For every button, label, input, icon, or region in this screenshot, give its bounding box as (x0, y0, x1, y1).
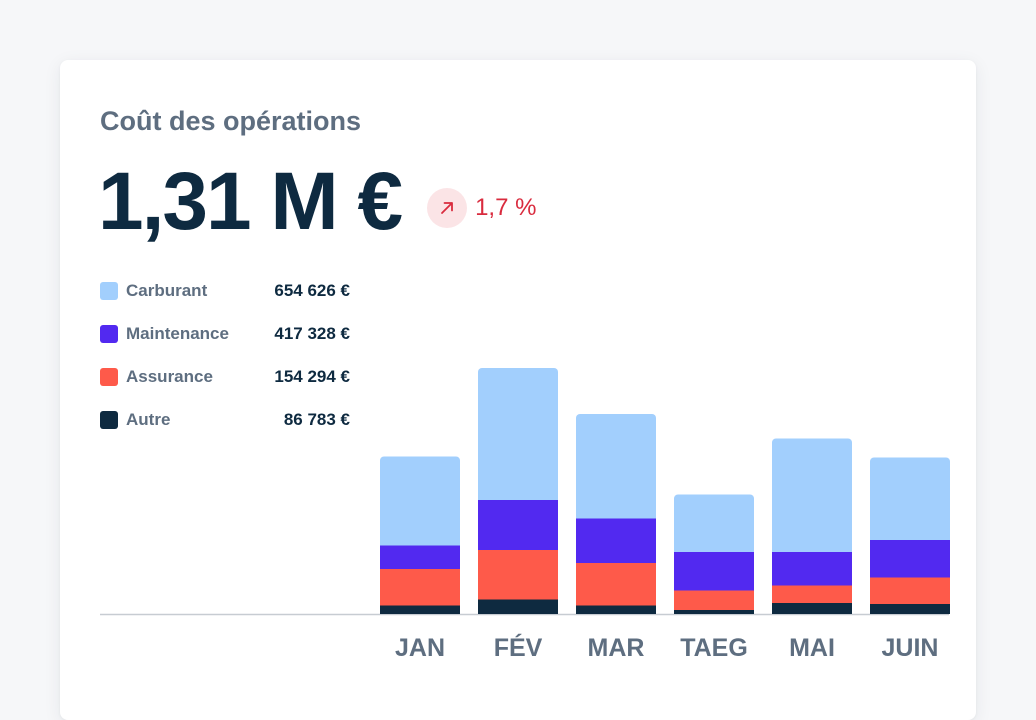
x-tick-label: JAN (395, 634, 445, 662)
bar-stack (772, 438, 852, 614)
legend-label: Autre (126, 410, 171, 429)
legend-item: Maintenance 417 328 € (100, 321, 352, 364)
legend-label: Carburant (126, 281, 208, 300)
bar-segment-assurance (478, 550, 558, 600)
bar-segment-autre (772, 603, 852, 614)
bar-segment-maintenance (380, 545, 460, 569)
bar-segment-carburant (380, 456, 460, 546)
bar-stack (870, 457, 950, 614)
legend-value: 86 783 € (283, 410, 350, 429)
change-indicator: 1,7 % (427, 188, 536, 228)
legend-item: Carburant 654 626 € (100, 278, 352, 321)
bar-segment-autre (674, 610, 754, 614)
x-tick-label: MAR (588, 634, 645, 662)
bar-segment-carburant (674, 494, 754, 552)
bar-segment-carburant (576, 414, 656, 519)
operations-cost-card: Coût des opérations 1,31 M € 1,7 % Carbu… (60, 60, 976, 720)
change-value: 1,7 % (475, 194, 537, 221)
x-tick-label: JUIN (882, 634, 939, 662)
bar-segment-maintenance (870, 540, 950, 578)
legend-item: Assurance 154 294 € (100, 364, 352, 407)
bar-stack (380, 456, 460, 614)
bar-segment-autre (380, 605, 460, 614)
legend-value: 154 294 € (274, 367, 350, 386)
x-tick-label: FÉV (494, 633, 543, 662)
legend-swatch (100, 411, 118, 429)
bar-segment-assurance (576, 563, 656, 606)
bar-segment-autre (870, 604, 950, 614)
legend-value: 654 626 € (274, 281, 350, 300)
total-row: 1,31 M € 1,7 % (98, 152, 536, 252)
legend-swatch (100, 368, 118, 386)
bar-segment-carburant (870, 457, 950, 540)
bar-segment-carburant (478, 368, 558, 500)
bar-segment-assurance (380, 569, 460, 606)
bar-segment-maintenance (478, 500, 558, 550)
stacked-bar-chart: JAN FÉV MAR TAEG MAI JUIN (100, 368, 950, 662)
bar-segment-maintenance (674, 552, 754, 591)
bar-segment-assurance (772, 585, 852, 603)
legend-value: 417 328 € (274, 324, 350, 343)
bar-segment-maintenance (772, 552, 852, 586)
bar-stack (478, 368, 558, 614)
bar-segment-carburant (772, 438, 852, 552)
chart-legend: Carburant 654 626 € Maintenance 417 328 € As… (100, 278, 352, 450)
legend-item: Autre 86 783 € (100, 407, 352, 450)
x-tick-label: MAI (789, 634, 835, 662)
total-value: 1,31 M € (98, 156, 403, 247)
arrow-up-right-glyph (441, 202, 453, 214)
bar-segment-assurance (870, 577, 950, 604)
x-tick-label: TAEG (680, 634, 748, 662)
bar-stack (576, 414, 656, 614)
bar-segment-maintenance (576, 518, 656, 563)
legend-swatch (100, 325, 118, 343)
legend-label: Maintenance (126, 324, 229, 343)
arrow-up-right-icon (427, 188, 468, 228)
legend-swatch (100, 282, 118, 300)
card-title: Coût des opérations (100, 106, 362, 136)
bar-stack (674, 494, 754, 614)
bar-segment-autre (478, 599, 558, 614)
legend-label: Assurance (126, 367, 213, 386)
bar-segment-autre (576, 605, 656, 614)
bar-segment-assurance (674, 590, 754, 610)
